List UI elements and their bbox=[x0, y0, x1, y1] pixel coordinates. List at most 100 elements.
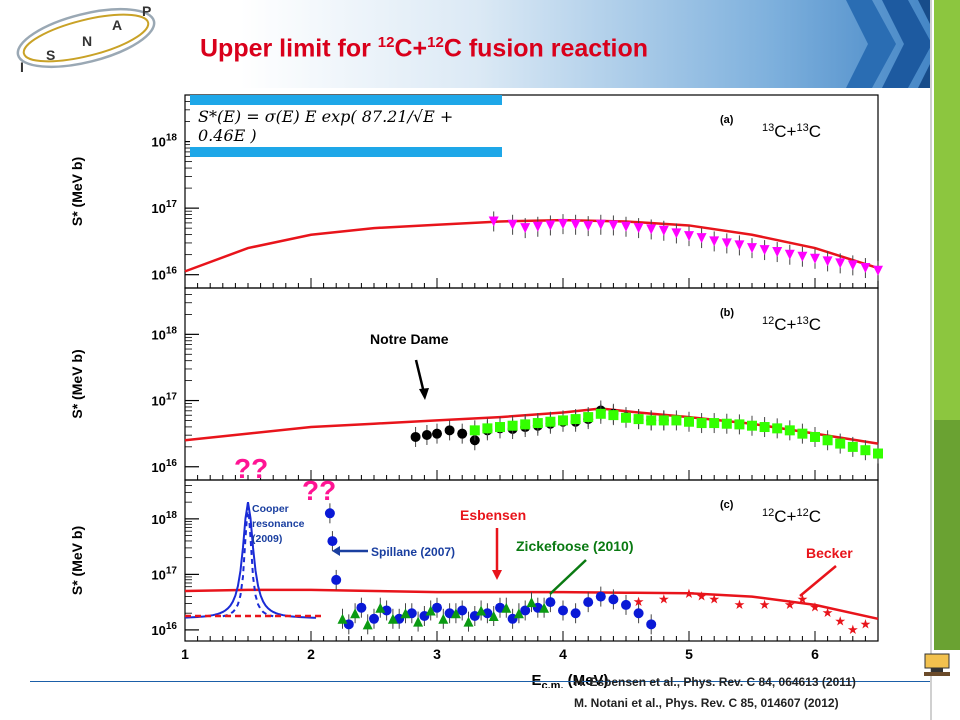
data-point bbox=[621, 412, 631, 423]
data-point bbox=[822, 435, 833, 446]
data-point: ★ bbox=[696, 589, 708, 604]
data-point bbox=[350, 608, 361, 619]
data-point bbox=[463, 616, 474, 627]
data-point bbox=[658, 415, 669, 426]
data-point bbox=[759, 422, 770, 433]
data-point bbox=[621, 599, 631, 610]
esbensen-label: Esbensen bbox=[460, 507, 526, 523]
data-point: ★ bbox=[759, 597, 771, 612]
data-point bbox=[410, 431, 421, 442]
data-point bbox=[847, 260, 858, 271]
y-tick-label: 1016 bbox=[151, 266, 177, 283]
cooper-label: (2009) bbox=[252, 533, 282, 545]
panel-tag: (a) bbox=[720, 114, 734, 126]
side-decoration bbox=[930, 0, 960, 720]
y-tick-label: 1017 bbox=[151, 565, 177, 582]
data-point bbox=[327, 536, 338, 547]
x-tick-label: 5 bbox=[685, 646, 693, 662]
notre-dame-arrow bbox=[414, 359, 426, 394]
data-point bbox=[488, 216, 499, 227]
chart-figure: 1016 1017 1018 S* (MeV b) (a) 13C+13C 1016 1017… bbox=[69, 94, 883, 688]
data-point bbox=[369, 613, 379, 624]
data-point bbox=[633, 223, 644, 234]
data-point: ★ bbox=[834, 614, 846, 629]
data-point bbox=[558, 219, 568, 230]
data-point bbox=[873, 265, 883, 276]
data-point bbox=[324, 508, 335, 519]
y-axis-label: S* (MeV b) bbox=[69, 526, 85, 595]
data-point bbox=[784, 249, 795, 260]
notre-dame-label: Notre Dame bbox=[370, 331, 449, 347]
x-tick-label: 3 bbox=[433, 646, 441, 662]
data-point bbox=[507, 219, 518, 230]
data-point bbox=[772, 423, 783, 434]
data-point bbox=[646, 224, 657, 235]
x-tick-label: 4 bbox=[559, 646, 567, 662]
data-point bbox=[860, 445, 871, 456]
logo-letter: P bbox=[142, 3, 151, 19]
data-point: ★ bbox=[797, 591, 809, 606]
formula-box: S*(E) = σ(E) E exp( 87.21/√E + 0.46E ) bbox=[190, 95, 502, 157]
y-tick-label: 1016 bbox=[151, 458, 177, 475]
data-point bbox=[784, 425, 795, 436]
data-point bbox=[457, 428, 468, 439]
data-point bbox=[558, 415, 568, 426]
y-tick-label: 1016 bbox=[151, 621, 177, 638]
data-point bbox=[873, 448, 883, 459]
data-point bbox=[356, 602, 367, 613]
data-point bbox=[671, 228, 682, 239]
data-point bbox=[570, 414, 581, 425]
data-point bbox=[362, 619, 373, 630]
x-tick-label: 2 bbox=[307, 646, 315, 662]
data-point bbox=[709, 236, 720, 247]
data-point: ★ bbox=[708, 591, 720, 606]
data-point bbox=[425, 605, 436, 616]
data-point bbox=[595, 408, 606, 419]
data-point bbox=[539, 602, 550, 613]
question-mark-label: ?? bbox=[234, 453, 268, 484]
data-point bbox=[772, 247, 783, 258]
data-point bbox=[507, 420, 518, 431]
data-point bbox=[476, 605, 487, 616]
data-point bbox=[482, 423, 493, 434]
y-axis-label: S* (MeV b) bbox=[69, 349, 85, 418]
data-point bbox=[438, 613, 449, 624]
data-point bbox=[709, 418, 720, 429]
spillane-arrowhead bbox=[332, 546, 340, 556]
data-point bbox=[432, 428, 442, 439]
data-point bbox=[532, 418, 543, 429]
panel-frame bbox=[184, 479, 879, 642]
reaction-label: 12C+12C bbox=[762, 507, 821, 526]
data-point bbox=[747, 243, 757, 254]
references: H. Esbensen et al., Phys. Rev. C 84, 064… bbox=[574, 672, 856, 714]
data-point bbox=[331, 574, 342, 585]
x-tick-label: 6 bbox=[811, 646, 819, 662]
data-point bbox=[621, 221, 631, 232]
cooper-resonance-dashed bbox=[222, 502, 274, 618]
data-point bbox=[375, 602, 386, 613]
data-point bbox=[646, 619, 657, 630]
data-point bbox=[545, 220, 556, 231]
data-point bbox=[633, 608, 644, 619]
data-point bbox=[721, 418, 732, 429]
data-point bbox=[495, 602, 505, 613]
data-point bbox=[457, 605, 468, 616]
data-point bbox=[633, 414, 644, 425]
data-point: ★ bbox=[822, 605, 834, 620]
data-point bbox=[759, 245, 770, 256]
data-point bbox=[406, 608, 417, 619]
reaction-label: 12C+13C bbox=[762, 315, 821, 334]
data-point bbox=[520, 605, 531, 616]
logo-letter: N bbox=[82, 33, 92, 49]
data-point bbox=[797, 428, 808, 439]
data-point bbox=[595, 591, 606, 602]
data-point: ★ bbox=[784, 597, 796, 612]
presenter-icon[interactable] bbox=[922, 652, 952, 678]
y-tick-label: 1018 bbox=[151, 325, 177, 342]
data-point bbox=[432, 602, 442, 613]
data-point bbox=[520, 419, 531, 430]
becker-arrow bbox=[799, 565, 837, 597]
data-point: ★ bbox=[809, 600, 821, 615]
y-tick-label: 1018 bbox=[151, 510, 177, 527]
data-point: ★ bbox=[633, 594, 645, 609]
